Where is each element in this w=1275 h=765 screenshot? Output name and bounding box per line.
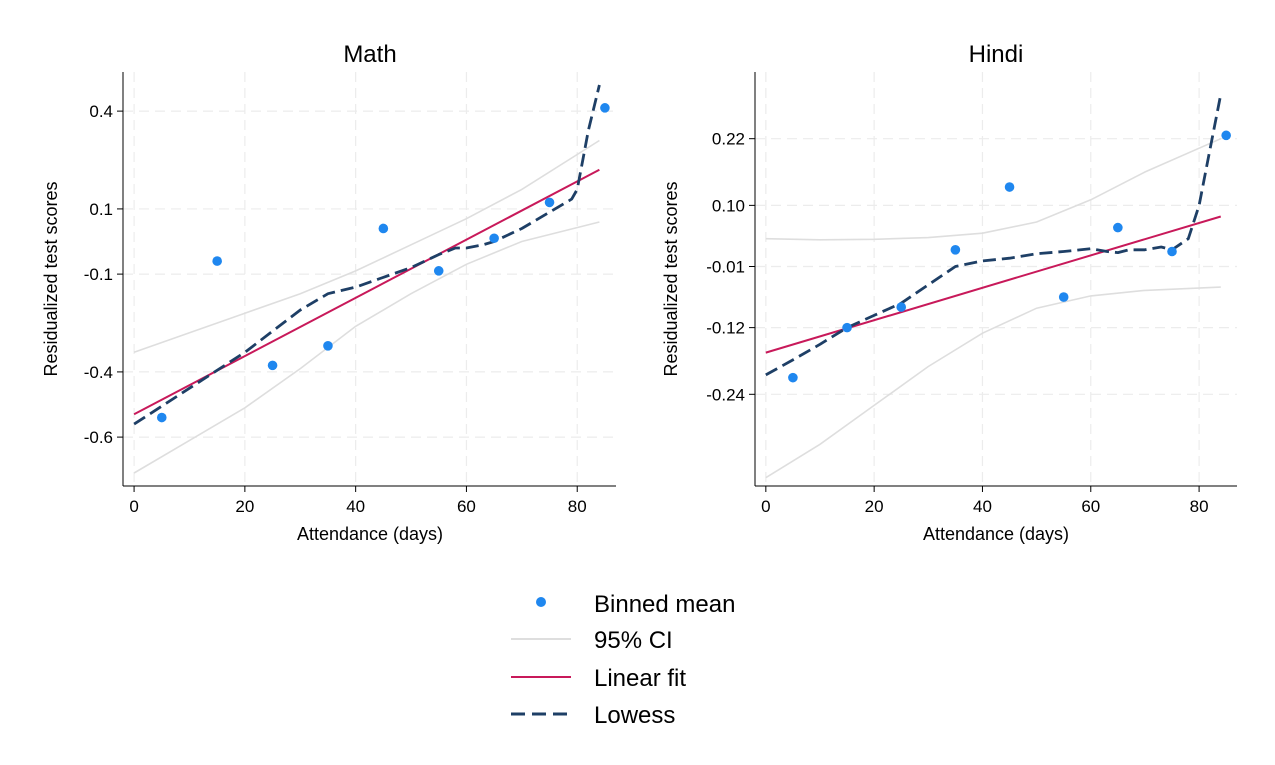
math-ci-lines [133,139,600,474]
hindi-binned-point-4 [1004,182,1015,192]
hindi-lowess-group [765,93,1223,377]
hindi-linear-fit-line [765,215,1222,354]
hindi-y-axis-label: Residualized test scores [661,181,681,376]
legend-binned-mean-label: Binned mean [594,591,735,618]
math-linear-fit-line [133,168,600,416]
math-y-axis-label: Residualized test scores [41,181,61,376]
math-y-tick-label-4: -0.6 [84,428,113,447]
math-ci-lower-line [133,221,600,474]
math-linear-fit-group [133,168,600,416]
math-binned-point-4 [378,223,389,234]
math-panel-title: Math [343,41,396,68]
math-binned-point-0 [156,412,167,423]
math-x-tick-label-4: 80 [568,497,587,516]
math-binned-points [156,103,610,423]
hindi-x-axis-label: Attendance (days) [923,524,1069,544]
math-panel: Math 0 20 40 60 80 0.4 0.1 -0.1 -0.4 -0.6 Attenda… [41,41,616,544]
hindi-x-tick-label-3: 60 [1081,497,1100,516]
hindi-lowess-line [765,93,1223,377]
math-x-tick-label-0: 0 [129,497,138,516]
hindi-x-tick-label-2: 40 [973,497,992,516]
hindi-binned-point-2 [896,302,907,312]
legend-lowess-label: Lowess [594,702,675,729]
math-binned-point-6 [489,233,499,244]
math-lowess-group [133,84,601,426]
hindi-x-tick-label-4: 80 [1190,497,1209,516]
math-x-tick-label-3: 60 [457,497,476,516]
hindi-x-tick-label-1: 20 [865,497,884,516]
hindi-y-tick-label-0: 0.22 [712,130,745,149]
hindi-binned-point-7 [1167,246,1177,257]
math-x-axis-label: Attendance (days) [297,524,443,544]
hindi-binned-point-3 [950,245,961,255]
math-y-tick-label-1: 0.1 [89,200,113,219]
math-binned-point-8 [600,103,610,113]
hindi-y-tick-label-4: -0.24 [706,385,745,404]
math-x-tick-label-1: 20 [235,497,254,516]
hindi-x-tick-label-0: 0 [761,497,770,516]
hindi-binned-points [788,130,1231,383]
hindi-binned-point-0 [788,372,798,383]
math-y-tick-label-0: 0.4 [89,102,113,121]
math-binned-point-2 [267,360,278,371]
math-binned-point-7 [544,197,555,208]
math-lowess-line [133,84,601,426]
hindi-linear-fit-group [765,215,1222,354]
math-gridlines [123,72,616,486]
hindi-binned-point-6 [1113,222,1123,233]
hindi-binned-point-8 [1221,130,1231,141]
math-axes: 0 20 40 60 80 0.4 0.1 -0.1 -0.4 -0.6 [84,72,616,516]
legend-ci-label: 95% CI [594,627,673,654]
math-x-tick-label-2: 40 [346,497,365,516]
hindi-axes: 0 20 40 60 80 0.22 0.10 -0.01 -0.12 -0.24 [706,72,1237,516]
legend-linear-fit-label: Linear fit [594,665,686,692]
legend-binned-mean-marker [536,597,546,607]
legend: Binned mean 95% CI Linear fit Lowess [511,591,735,729]
hindi-ci-upper-line [765,137,1222,241]
hindi-binned-point-5 [1058,292,1069,302]
hindi-ci-lower-line [765,286,1221,479]
hindi-y-tick-label-1: 0.10 [712,196,745,215]
hindi-ci-lines [765,137,1222,479]
hindi-y-tick-label-2: -0.01 [706,257,745,276]
hindi-gridlines [755,72,1237,486]
math-y-tick-label-2: -0.1 [84,265,113,284]
math-ci-upper-line [133,139,600,354]
hindi-binned-point-1 [842,322,852,333]
math-y-tick-label-3: -0.4 [84,363,113,382]
hindi-y-tick-label-3: -0.12 [706,319,745,338]
hindi-panel: Hindi 0 20 40 60 80 0.22 0.10 -0.01 -0.12 -0.24 A… [661,41,1237,544]
hindi-panel-title: Hindi [969,41,1024,68]
math-binned-point-3 [323,341,333,351]
math-binned-point-1 [212,256,222,266]
math-binned-point-5 [433,266,444,276]
